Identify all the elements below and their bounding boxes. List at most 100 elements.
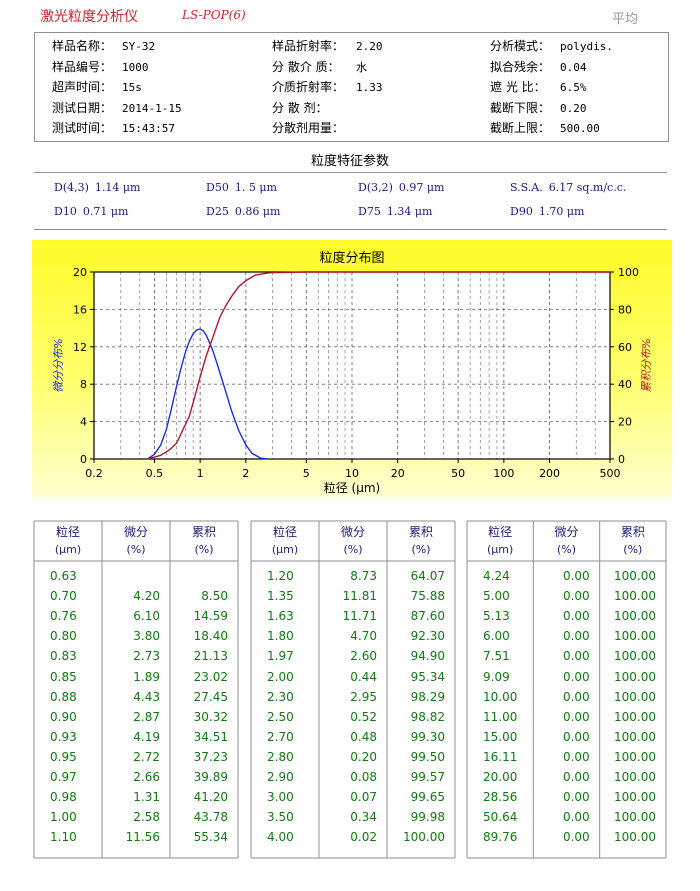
table-cell: 0.00 — [562, 649, 590, 664]
y-left-axis-label: 微分分布% — [52, 338, 65, 392]
table-cell: 4.20 — [133, 589, 160, 604]
table-cell: 0.02 — [350, 830, 377, 845]
table-cell: 1.35 — [267, 589, 294, 604]
y-left-tick-label: 4 — [80, 416, 87, 429]
param-value: 1.34 μm — [386, 205, 433, 218]
table-cell: 100.00 — [613, 589, 656, 604]
info-field: 分 散 剂： — [272, 99, 356, 116]
table-cell: 16.11 — [483, 749, 518, 764]
info-value: 1.33 — [356, 81, 383, 94]
info-label: 分 散 剂： — [272, 100, 328, 115]
table-cell: 9.09 — [483, 669, 510, 684]
table-cell: 4.70 — [350, 629, 377, 644]
table-cell: 0.20 — [350, 749, 377, 764]
table-header: 微分 (%) — [319, 524, 387, 558]
table-cell: 4.00 — [267, 830, 294, 845]
param-value: 1. 5 μm — [234, 181, 277, 194]
table-cell: 0.00 — [562, 669, 590, 684]
table-cell: 2.95 — [350, 689, 377, 704]
table-cell: 100.00 — [613, 790, 656, 805]
table-cell: 0.34 — [350, 810, 377, 825]
info-label: 截断下限： — [490, 100, 551, 115]
table-cell: 2.70 — [267, 729, 294, 744]
table-cell: 100.00 — [613, 770, 656, 784]
y-left-tick-label: 20 — [73, 266, 87, 279]
table-header: 累积 (%) — [600, 524, 666, 558]
x-tick-label: 20 — [391, 467, 405, 480]
table-cell: 0.70 — [50, 589, 77, 604]
table-cell: 98.29 — [410, 689, 445, 704]
table-cell: 15.00 — [483, 729, 518, 744]
table-cell: 0.97 — [50, 770, 77, 784]
table-cell: 98.82 — [410, 709, 445, 724]
x-tick-label: 200 — [539, 467, 560, 480]
table-cell: 0.93 — [50, 729, 77, 744]
table-cell: 1.31 — [133, 790, 160, 805]
table-cell: 1.89 — [133, 669, 160, 684]
table-header-unit: (%) — [623, 543, 643, 556]
param-item: D(3,2) 0.97 μm — [358, 181, 444, 194]
table-header: 微分 (%) — [533, 524, 599, 558]
table-cell: 99.65 — [410, 790, 445, 805]
info-field: 分散剂用量： — [272, 119, 356, 136]
info-label: 测试日期： — [52, 100, 113, 115]
param-item: S.S.A. 6.17 sq.m/c.c. — [510, 181, 626, 194]
table-cell: 50.64 — [483, 810, 518, 825]
param-value: 0.97 μm — [398, 181, 445, 194]
table-cell: 100.00 — [613, 729, 656, 744]
info-field: 测试时间： 15:43:57 — [52, 119, 175, 136]
info-field: 分析模式： polydis. — [490, 37, 613, 54]
table-header: 粒径 (μm) — [467, 524, 533, 558]
table-cell: 0.00 — [562, 749, 590, 764]
table-cell: 7.51 — [483, 649, 510, 664]
param-value: 1.14 μm — [94, 181, 141, 194]
table-cell: 1.63 — [267, 609, 294, 624]
table-cell: 99.57 — [410, 770, 445, 784]
table-cell: 1.00 — [50, 810, 77, 825]
table-cell: 0.98 — [50, 790, 77, 805]
info-field: 介质折射率： 1.33 — [272, 78, 383, 95]
table-cell: 100.00 — [613, 749, 656, 764]
table-cell: 1.80 — [267, 629, 294, 644]
table-header-title: 粒径 — [272, 525, 297, 539]
param-item: D(4,3) 1.14 μm — [54, 181, 140, 194]
table-header: 微分 (%) — [102, 524, 170, 558]
info-field: 遮 光 比： 6.5% — [490, 78, 587, 95]
param-name: D25 — [206, 205, 229, 218]
info-label: 分析模式： — [490, 39, 551, 53]
x-tick-label: 10 — [345, 467, 359, 480]
y-right-axis-label: 累积分布% — [640, 338, 653, 392]
table-cell: 55.34 — [193, 830, 228, 845]
param-name: D75 — [358, 205, 381, 218]
y-right-tick-label: 40 — [618, 378, 632, 391]
x-tick-label: 2 — [242, 467, 249, 480]
param-item: D50 1. 5 μm — [206, 181, 277, 194]
x-tick-label: 1 — [197, 467, 204, 480]
info-label: 分 散介 质： — [272, 59, 340, 74]
table-cell: 0.00 — [562, 629, 590, 644]
table-cell: 0.00 — [562, 790, 590, 805]
table-cell: 6.10 — [133, 609, 160, 624]
chart-svg: 0.2 0.5 1 2 5 10 20 50 100 200 5000481216200204060… — [52, 250, 653, 495]
table-cell: 14.59 — [193, 609, 228, 624]
info-field: 样品编号： 1000 — [52, 58, 149, 75]
y-right-tick-label: 80 — [618, 303, 632, 316]
info-label: 测试时间： — [52, 121, 113, 135]
param-value: 1.70 μm — [538, 205, 585, 218]
info-label: 超声时间： — [52, 80, 113, 94]
table-cell: 2.72 — [133, 749, 160, 764]
y-left-tick-label: 8 — [80, 378, 87, 391]
table-cell: 4.43 — [133, 689, 160, 704]
info-value: 0.20 — [560, 101, 587, 115]
table-cell: 92.30 — [410, 629, 445, 644]
table-cell: 23.02 — [193, 669, 228, 684]
table-cell: 0.85 — [50, 669, 77, 684]
table-cell: 11.56 — [125, 830, 160, 845]
table-cell: 100.00 — [613, 649, 656, 664]
table-cell: 0.48 — [350, 729, 377, 744]
table-cell: 11.81 — [342, 589, 377, 604]
info-value: SY-32 — [122, 40, 156, 53]
info-value: 0.04 — [560, 60, 587, 74]
table-cell: 0.07 — [350, 790, 377, 805]
table-cell: 4.19 — [133, 729, 160, 744]
